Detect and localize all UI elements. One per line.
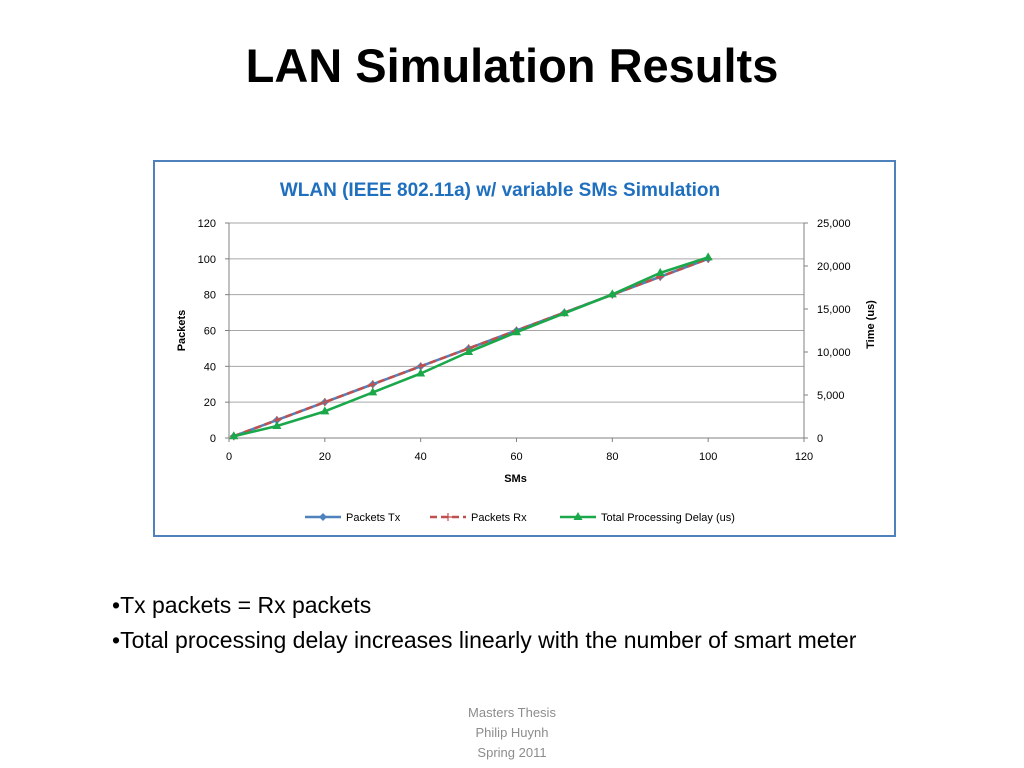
x-tick-label: 40	[415, 451, 427, 463]
legend: Packets Tx Packets Rx Total Processing Del…	[305, 512, 735, 524]
y2-axis-title: Time (us)	[865, 300, 877, 349]
chart-frame: WLAN (IEEE 802.11a) w/ variable SMs Simu…	[153, 160, 896, 537]
footer-line: Philip Huynh	[475, 725, 549, 740]
y2-tick-label: 25,000	[817, 218, 851, 230]
y-tick-label: 80	[204, 290, 216, 302]
bullet-text: Tx packets = Rx packets	[120, 592, 372, 618]
chart-svg: WLAN (IEEE 802.11a) w/ variable SMs Simu…	[176, 180, 877, 524]
y-tick-label: 0	[210, 433, 216, 445]
legend-label: Packets Rx	[471, 512, 527, 524]
y-tick-label: 20	[204, 397, 216, 409]
legend-marker	[319, 513, 327, 521]
bullet-marker: •	[112, 627, 121, 653]
bullet-list: •Tx packets = Rx packets •Total processi…	[112, 588, 856, 658]
x-tick-label: 120	[795, 451, 813, 463]
bullet-text: Total processing delay increases linearl…	[120, 627, 857, 653]
footer-line: Masters Thesis	[468, 705, 556, 720]
x-tick-label: 100	[699, 451, 717, 463]
data-point	[703, 252, 713, 261]
bullet-item: •Total processing delay increases linear…	[112, 623, 856, 658]
bullet-item: •Tx packets = Rx packets	[112, 588, 856, 623]
x-tick-label: 0	[226, 451, 232, 463]
data-point	[320, 398, 329, 407]
y2-tick-label: 10,000	[817, 347, 851, 359]
x-tick-label: 80	[606, 451, 618, 463]
chart-title: WLAN (IEEE 802.11a) w/ variable SMs Simu…	[280, 180, 720, 201]
data-point	[512, 327, 521, 336]
legend-marker	[444, 513, 452, 521]
footer-line: Spring 2011	[477, 745, 547, 760]
y2-tick-label: 5,000	[817, 390, 845, 402]
bullet-marker: •	[112, 592, 121, 618]
data-point	[607, 289, 617, 298]
grid-layer	[229, 222, 804, 403]
footer: Masters Thesis Philip Huynh Spring 2011	[0, 703, 1024, 763]
y-tick-label: 60	[204, 326, 216, 338]
slide-title: LAN Simulation Results	[245, 39, 779, 92]
data-point	[559, 308, 569, 317]
series-line	[233, 257, 709, 438]
legend-marker	[573, 512, 583, 520]
legend-label: Packets Tx	[346, 512, 401, 524]
x-tick-label: 20	[319, 451, 331, 463]
data-point	[368, 380, 377, 389]
y2-tick-label: 0	[817, 433, 823, 445]
y-tick-label: 120	[198, 218, 216, 230]
data-point	[320, 406, 330, 415]
axis-layer: 0 20 40 60 80 100 120 0 5,000 10,000 15,000 20,000 2…	[176, 218, 877, 485]
y-tick-label: 100	[198, 254, 216, 266]
legend-label: Total Processing Delay (us)	[601, 512, 735, 524]
data-point	[272, 420, 282, 429]
data-point	[464, 347, 474, 355]
y2-tick-label: 20,000	[817, 261, 851, 273]
y-axis-title: Packets	[176, 310, 188, 352]
x-axis-title: SMs	[504, 473, 527, 485]
y-tick-label: 40	[204, 361, 216, 373]
y2-tick-label: 15,000	[817, 304, 851, 316]
data-point	[655, 267, 665, 276]
data-point	[368, 387, 378, 396]
series-layer	[229, 252, 713, 441]
data-point	[416, 368, 426, 377]
data-point	[229, 431, 239, 440]
x-tick-label: 60	[510, 451, 522, 463]
